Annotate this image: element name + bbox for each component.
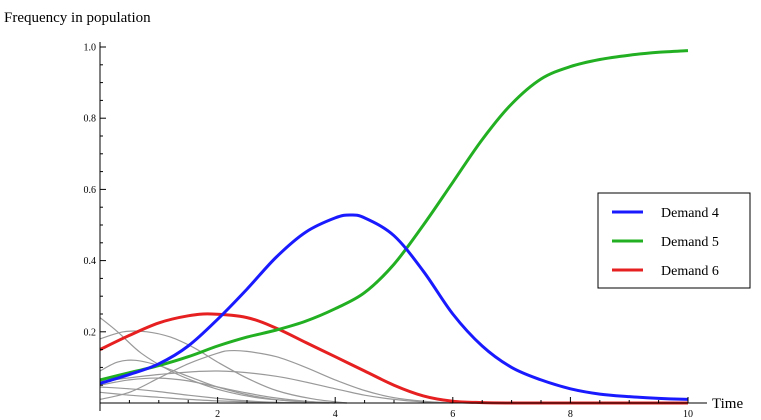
x-axis-title: Time bbox=[712, 396, 743, 412]
y-tick-label: 0.4 bbox=[84, 256, 97, 267]
legend-label-demand-5: Demand 5 bbox=[661, 235, 719, 250]
series-line-demand-6 bbox=[99, 312, 688, 405]
y-tick-label: 0.8 bbox=[84, 114, 97, 125]
x-tick-label: 8 bbox=[568, 409, 573, 420]
x-tick-label: 2 bbox=[215, 409, 220, 420]
background-series-line-10 bbox=[99, 370, 453, 404]
y-tick-label: 0.2 bbox=[84, 327, 97, 338]
y-tick-label: 0.6 bbox=[84, 185, 97, 196]
x-tick-label: 10 bbox=[683, 409, 693, 420]
y-axis-title: Frequency in population bbox=[4, 10, 151, 26]
series-line-demand-4 bbox=[99, 213, 689, 401]
legend-label-demand-6: Demand 6 bbox=[661, 264, 719, 279]
series-line-demand-5 bbox=[99, 49, 689, 382]
background-series-line-6 bbox=[99, 377, 336, 404]
legend: Demand 4 Demand 5 Demand 6 bbox=[597, 192, 751, 289]
y-tick-label: 1.0 bbox=[84, 43, 97, 54]
legend-label-demand-4: Demand 4 bbox=[661, 206, 719, 221]
x-tick-label: 6 bbox=[450, 409, 455, 420]
background-series-line-5 bbox=[99, 359, 336, 404]
x-tick-label: 4 bbox=[333, 409, 338, 420]
ticks-layer: 2 4 6 8 10 0.2 0.4 0.6 0.8 1.0 bbox=[84, 43, 694, 420]
background-series-line-9 bbox=[99, 349, 453, 404]
background-series-line-4 bbox=[99, 330, 348, 404]
